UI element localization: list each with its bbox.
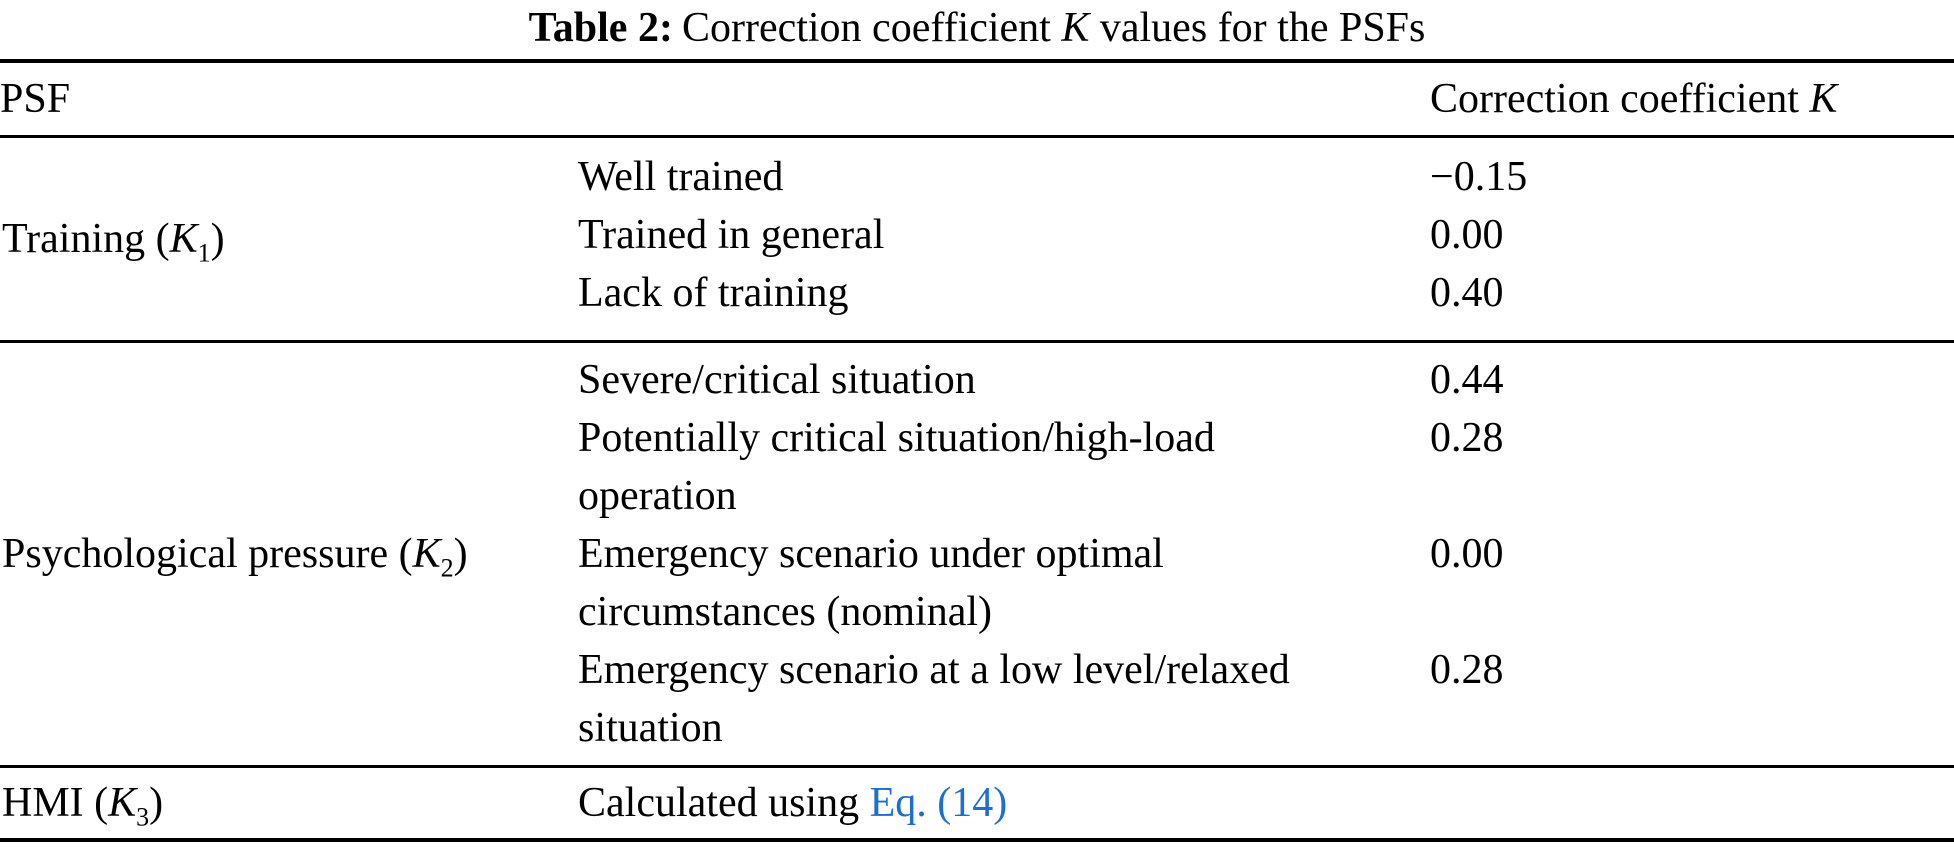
table-row-trained-in-general: Trained in general 0.00 bbox=[0, 206, 1954, 264]
condition-cell: Lack of training bbox=[578, 264, 1430, 342]
coefficient-value: 0.44 bbox=[1430, 339, 1954, 409]
k1-subscript: 1 bbox=[197, 237, 211, 267]
coefficient-value: 0.40 bbox=[1430, 269, 1504, 316]
condition-cell: Well trained bbox=[578, 136, 1430, 206]
condition-text-line1: Emergency scenario at a low level/relaxe… bbox=[578, 646, 1290, 693]
table-header-row: PSF Correction coefficient K bbox=[0, 61, 1954, 138]
condition-text: Severe/critical situation bbox=[578, 356, 976, 403]
psf-label-text: Psychological pressure ( bbox=[2, 530, 413, 577]
coefficient-value: −0.15 bbox=[1430, 153, 1528, 200]
equation-14-link[interactable]: Eq. (14) bbox=[869, 779, 1008, 826]
condition-cell: Emergency scenario under optimal circumst… bbox=[578, 525, 1430, 641]
psf-label-close: ) bbox=[149, 779, 164, 826]
psf-group-label-psychological-pressure: Psychological pressure (K2) bbox=[0, 339, 578, 766]
header-correction-coefficient: Correction coefficient K bbox=[1430, 61, 1954, 138]
table-row-emergency-optimal: Emergency scenario under optimal circumst… bbox=[0, 525, 1954, 641]
coefficient-value bbox=[1430, 764, 1954, 840]
table-row-well-trained: Training (K1) Well trained −0.15 bbox=[0, 136, 1954, 266]
k3-subscript: 3 bbox=[136, 802, 150, 832]
header-psf: PSF bbox=[0, 61, 1431, 138]
coefficient-value: 0.28 bbox=[1430, 414, 1504, 461]
condition-text: Lack of training bbox=[578, 269, 849, 316]
table-caption-text: Correction coefficient bbox=[681, 5, 1062, 51]
condition-cell: Calculated using Eq. (14) bbox=[578, 764, 1431, 840]
table-row-emergency-low-level: Emergency scenario at a low level/relaxe… bbox=[0, 641, 1954, 767]
psf-group-label-training: Training (K1) bbox=[0, 136, 578, 341]
condition-cell: Trained in general bbox=[578, 206, 1430, 264]
table-row-hmi: HMI (K3) Calculated using Eq. (14) bbox=[0, 764, 1954, 840]
condition-cell: Severe/critical situation bbox=[578, 339, 1431, 409]
psf-label-text: Training ( bbox=[2, 215, 170, 262]
coefficient-value: 0.00 bbox=[1430, 211, 1504, 258]
header-coefficient-text: Correction coefficient bbox=[1430, 75, 1810, 122]
k2-symbol: K bbox=[412, 530, 441, 577]
condition-text-line2: situation bbox=[578, 704, 723, 751]
psf-label-close: ) bbox=[453, 530, 468, 577]
table-caption: Table 2: Correction coefficient K values … bbox=[0, 0, 1954, 59]
condition-cell: Emergency scenario at a low level/relaxe… bbox=[578, 641, 1430, 767]
condition-text-line1: Emergency scenario under optimal bbox=[578, 530, 1164, 577]
k1-symbol: K bbox=[169, 215, 198, 262]
condition-text: Trained in general bbox=[578, 211, 885, 258]
table-row-lack-of-training: Lack of training 0.40 bbox=[0, 264, 1954, 342]
header-k-symbol: K bbox=[1809, 75, 1838, 122]
condition-text-line2: operation bbox=[578, 472, 737, 519]
k3-symbol: K bbox=[108, 779, 137, 826]
psf-label-close: ) bbox=[210, 215, 225, 262]
psf-group-label-hmi: HMI (K3) bbox=[0, 764, 578, 840]
condition-cell: Potentially critical situation/high-load… bbox=[578, 409, 1430, 525]
table-row-severe-critical: Psychological pressure (K2) Severe/criti… bbox=[0, 339, 1954, 766]
psf-label-text: HMI ( bbox=[2, 779, 109, 826]
table-caption-tail: values for the PSFs bbox=[1089, 5, 1426, 51]
coefficient-value: 0.00 bbox=[1430, 530, 1504, 577]
k2-subscript: 2 bbox=[440, 552, 454, 582]
table-row-potentially-critical: Potentially critical situation/high-load… bbox=[0, 409, 1954, 525]
condition-text: Well trained bbox=[578, 153, 784, 200]
condition-text-line2: circumstances (nominal) bbox=[578, 588, 993, 635]
coefficient-value: 0.28 bbox=[1430, 646, 1504, 693]
condition-text: Calculated using bbox=[578, 779, 870, 826]
psf-correction-table: PSF Correction coefficient K Training (K… bbox=[0, 59, 1954, 842]
table-caption-k-symbol: K bbox=[1061, 5, 1090, 51]
table-caption-number: Table 2: bbox=[528, 5, 673, 51]
condition-text-line1: Potentially critical situation/high-load bbox=[578, 414, 1215, 461]
